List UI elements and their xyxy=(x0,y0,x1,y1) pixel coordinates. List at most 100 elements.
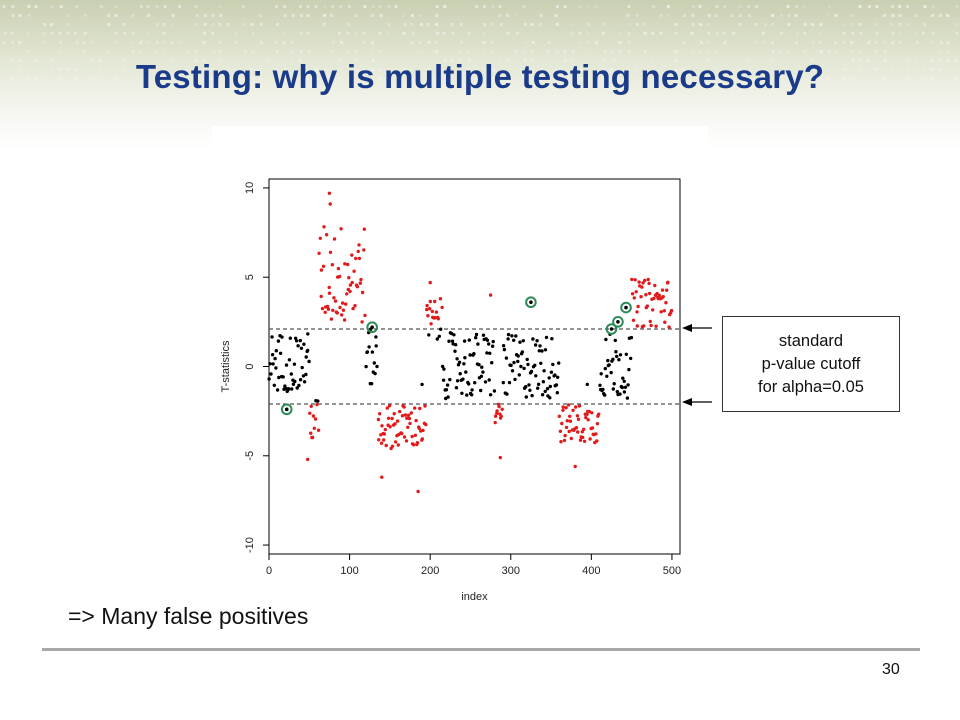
data-point xyxy=(377,438,381,442)
data-point xyxy=(338,305,342,310)
data-point xyxy=(528,388,532,392)
decorative-dot xyxy=(795,41,799,44)
data-point xyxy=(631,318,636,322)
decorative-dot xyxy=(243,50,247,53)
decorative-dot xyxy=(875,86,879,89)
decorative-dot xyxy=(675,77,679,80)
decorative-dot xyxy=(98,68,102,71)
data-point xyxy=(561,405,565,409)
decorative-dot xyxy=(218,50,222,53)
data-point xyxy=(446,395,450,399)
data-point xyxy=(454,386,459,390)
data-point xyxy=(543,348,548,352)
data-point xyxy=(462,339,467,343)
data-point xyxy=(520,350,525,354)
decorative-dot xyxy=(730,59,734,62)
decorative-dot xyxy=(826,14,830,17)
decorative-dot xyxy=(907,23,911,26)
data-point xyxy=(490,344,495,348)
decorative-dot xyxy=(763,68,767,71)
data-point xyxy=(548,396,552,400)
decorative-dot xyxy=(419,50,423,53)
decorative-dot xyxy=(114,77,118,80)
decorative-dot xyxy=(74,77,78,80)
decorative-dot xyxy=(163,104,167,107)
decorative-dot xyxy=(643,32,647,35)
decorative-dot xyxy=(67,104,71,107)
decorative-dot xyxy=(155,23,159,26)
data-point xyxy=(468,353,472,357)
data-point xyxy=(369,382,374,386)
decorative-dot xyxy=(627,41,631,44)
decorative-dot xyxy=(194,86,198,89)
decorative-dot xyxy=(227,104,231,107)
decorative-dot xyxy=(403,95,407,98)
data-points xyxy=(267,191,674,494)
footer-divider xyxy=(42,648,920,651)
decorative-dot xyxy=(131,68,135,71)
decorative-dot xyxy=(674,23,678,26)
data-point xyxy=(348,289,352,294)
decorative-dot xyxy=(26,50,30,53)
decorative-dot xyxy=(579,68,583,71)
decorative-dot xyxy=(955,23,959,26)
data-point xyxy=(526,362,530,367)
data-point xyxy=(643,278,647,283)
decorative-dot xyxy=(322,86,326,89)
decorative-dot xyxy=(283,5,287,8)
data-point xyxy=(517,373,521,377)
data-point xyxy=(420,437,424,441)
decorative-dot xyxy=(602,104,606,107)
data-point xyxy=(553,373,557,377)
decorative-dot xyxy=(755,41,759,44)
data-point xyxy=(293,379,297,384)
data-point xyxy=(288,336,292,340)
decorative-dot xyxy=(506,77,510,80)
decorative-dot xyxy=(67,50,71,53)
data-point xyxy=(356,249,360,254)
decorative-dot xyxy=(18,14,22,17)
decorative-dot xyxy=(915,95,919,98)
data-point xyxy=(644,293,648,297)
data-point xyxy=(549,370,554,374)
data-point xyxy=(409,411,413,415)
decorative-dot xyxy=(10,59,14,62)
decorative-dot xyxy=(371,5,375,8)
decorative-dot xyxy=(523,23,527,26)
data-point xyxy=(424,422,428,427)
data-point xyxy=(318,236,322,240)
decorative-dot xyxy=(874,23,878,26)
decorative-dot xyxy=(203,14,207,17)
decorative-dot xyxy=(83,32,87,35)
decorative-dot xyxy=(203,86,207,89)
decorative-dot xyxy=(850,23,854,26)
decorative-dot xyxy=(139,95,143,98)
data-point xyxy=(506,337,510,341)
decorative-dot xyxy=(834,41,838,44)
decorative-dot xyxy=(795,32,799,35)
decorative-dot xyxy=(178,95,182,98)
data-point xyxy=(590,426,595,430)
decorative-dot xyxy=(370,50,374,53)
decorative-dot xyxy=(251,32,255,35)
data-point xyxy=(522,366,526,371)
decorative-dot xyxy=(50,5,54,8)
decorative-dot xyxy=(58,86,62,89)
decorative-dot xyxy=(803,50,807,53)
data-point xyxy=(452,333,456,337)
decorative-dot xyxy=(914,14,918,17)
decorative-dot xyxy=(538,104,542,107)
decorative-dot xyxy=(882,77,886,80)
decorative-dot xyxy=(699,23,703,26)
decorative-dot xyxy=(474,104,478,107)
decorative-dot xyxy=(330,104,334,107)
decorative-dot xyxy=(931,14,935,17)
decorative-dot xyxy=(355,95,359,98)
data-point xyxy=(537,349,541,353)
decorative-dot xyxy=(218,41,222,44)
data-point xyxy=(493,414,498,418)
decorative-dot xyxy=(946,86,950,89)
decorative-dot xyxy=(27,86,31,89)
decorative-dot xyxy=(898,86,902,89)
decorative-dot xyxy=(635,23,639,26)
